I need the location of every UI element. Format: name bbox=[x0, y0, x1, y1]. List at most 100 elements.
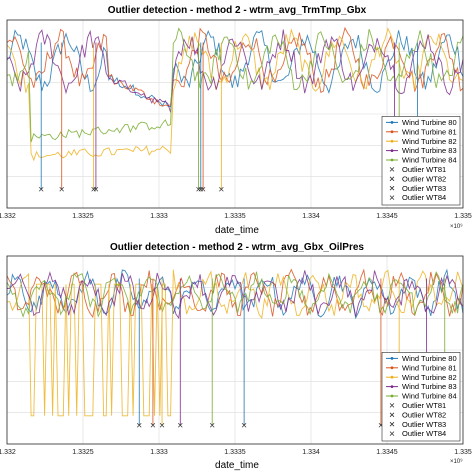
legend-label: Outlier WT81 bbox=[402, 401, 446, 410]
legend-label: Wind Turbine 82 bbox=[402, 137, 457, 146]
legend-item: Wind Turbine 80 bbox=[386, 354, 457, 363]
chart-top-x-tick-label: 1.3335 bbox=[224, 213, 246, 220]
chart-bottom-x-tick-label: 1.332 bbox=[0, 449, 16, 456]
chart-bottom-x-label: date_time bbox=[215, 460, 259, 471]
legend-x-swatch bbox=[389, 431, 395, 436]
chart-top-outlier-marker bbox=[200, 186, 206, 192]
legend-label: Outlier WT84 bbox=[402, 193, 446, 202]
legend-marker-swatch bbox=[390, 130, 394, 134]
chart-bottom-outlier-marker bbox=[136, 422, 142, 428]
legend-label: Wind Turbine 83 bbox=[402, 146, 457, 155]
legend-item: Outlier WT82 bbox=[389, 410, 446, 419]
legend-label: Wind Turbine 80 bbox=[402, 118, 457, 127]
legend-label: Wind Turbine 80 bbox=[402, 354, 457, 363]
legend-item: Outlier WT81 bbox=[389, 401, 446, 410]
legend-x-swatch bbox=[389, 176, 395, 182]
legend-item: Outlier WT83 bbox=[389, 420, 446, 429]
chart-top-title: Outlier detection - method 2 - wtrm_avg_… bbox=[108, 5, 367, 16]
series-line-wind-turbine-84 bbox=[6, 27, 464, 143]
legend-item: Wind Turbine 81 bbox=[386, 127, 457, 136]
series-line-wind-turbine-83 bbox=[6, 270, 464, 320]
legend-item: Wind Turbine 81 bbox=[386, 363, 457, 372]
series-line-wind-turbine-84 bbox=[6, 270, 464, 318]
chart-bottom-x-tick-label: 1.335 bbox=[454, 449, 472, 456]
legend-x-swatch bbox=[389, 185, 395, 191]
legend-item: Outlier WT83 bbox=[389, 184, 446, 193]
series-line-wind-turbine-82 bbox=[6, 27, 464, 162]
chart-top-x-tick-label: 1.333 bbox=[150, 213, 168, 220]
legend-item: Outlier WT84 bbox=[389, 429, 446, 438]
chart-bottom-x-ticks: 1.332 1.3325 1.333 1.3335 1.334 1.3345 1.335 bbox=[0, 449, 472, 456]
legend-item: Outlier WT82 bbox=[389, 174, 446, 183]
chart-bottom-outlier-marker bbox=[159, 422, 165, 428]
chart-top-x-label: date_time bbox=[215, 225, 259, 236]
chart-bottom-x-tick-label: 1.3345 bbox=[376, 449, 398, 456]
series-line-wind-turbine-83 bbox=[6, 29, 464, 113]
legend-label: Outlier WT83 bbox=[402, 420, 446, 429]
legend-marker-swatch bbox=[390, 149, 394, 153]
legend-x-swatch bbox=[389, 167, 395, 172]
chart-top-series bbox=[6, 26, 464, 192]
chart-bottom: Outlier detection - method 2 - wtrm_avg_… bbox=[0, 242, 472, 471]
chart-bottom-outlier-marker bbox=[178, 422, 183, 428]
legend-label: Wind Turbine 84 bbox=[402, 156, 457, 165]
legend-label: Wind Turbine 84 bbox=[402, 392, 457, 401]
legend-item: Outlier WT81 bbox=[389, 165, 446, 174]
chart-top: Outlier detection - method 2 - wtrm_avg_… bbox=[0, 5, 472, 236]
legend-item: Wind Turbine 82 bbox=[386, 137, 457, 146]
legend-item: Wind Turbine 84 bbox=[386, 156, 457, 165]
legend-label: Outlier WT82 bbox=[402, 410, 446, 419]
chart-top-axes-box bbox=[6, 19, 464, 209]
legend-label: Outlier WT84 bbox=[402, 429, 446, 438]
legend-x-swatch bbox=[389, 403, 395, 408]
chart-bottom-axes-box bbox=[6, 255, 464, 445]
chart-bottom-series bbox=[6, 268, 464, 428]
legend-marker-swatch bbox=[390, 366, 394, 370]
legend-marker-swatch bbox=[390, 121, 394, 124]
legend-label: Wind Turbine 81 bbox=[402, 363, 457, 372]
legend-marker-swatch bbox=[390, 139, 394, 143]
legend-x-swatch bbox=[389, 421, 395, 427]
legend-x-swatch bbox=[389, 195, 395, 200]
legend-item: Outlier WT84 bbox=[389, 193, 446, 202]
chart-bottom-outlier-marker bbox=[150, 422, 156, 428]
legend-marker-swatch bbox=[390, 375, 394, 379]
chart-bottom-title: Outlier detection - method 2 - wtrm_avg_… bbox=[110, 242, 364, 253]
chart-top-x-exponent: ×10⁹ bbox=[450, 223, 463, 230]
chart-top-outlier-marker bbox=[59, 186, 64, 192]
legend-marker-swatch bbox=[390, 394, 394, 398]
legend-x-swatch bbox=[389, 412, 395, 418]
chart-top-outlier-marker bbox=[219, 186, 224, 192]
series-line-wind-turbine-81 bbox=[6, 268, 464, 319]
legend-label: Outlier WT82 bbox=[402, 174, 446, 183]
legend-label: Outlier WT81 bbox=[402, 165, 446, 174]
legend-item: Wind Turbine 83 bbox=[386, 146, 457, 155]
legend-item: Wind Turbine 80 bbox=[386, 118, 457, 127]
chart-bottom-x-tick-label: 1.3325 bbox=[72, 449, 94, 456]
legend-marker-swatch bbox=[390, 158, 394, 162]
chart-top-x-tick-label: 1.3345 bbox=[376, 213, 398, 220]
chart-top-outlier-marker bbox=[93, 186, 99, 192]
chart-bottom-x-tick-label: 1.334 bbox=[302, 449, 320, 456]
chart-top-legend-box bbox=[381, 116, 461, 206]
legend-label: Wind Turbine 81 bbox=[402, 127, 457, 136]
legend-item: Wind Turbine 82 bbox=[386, 373, 457, 382]
chart-bottom-legend-box bbox=[381, 352, 461, 442]
chart-bottom-x-exponent: ×10⁹ bbox=[450, 458, 463, 465]
chart-top-outlier-marker bbox=[38, 186, 44, 192]
chart-top-x-ticks: 1.332 1.3325 1.333 1.3335 1.334 1.3345 1.335 bbox=[0, 213, 472, 220]
chart-top-x-tick-label: 1.3325 bbox=[72, 213, 94, 220]
chart-bottom-outlier-marker bbox=[209, 422, 215, 428]
legend-label: Outlier WT83 bbox=[402, 184, 446, 193]
legend-item: Wind Turbine 84 bbox=[386, 392, 457, 401]
chart-top-x-tick-label: 1.334 bbox=[302, 213, 320, 220]
chart-bottom-outlier-marker bbox=[241, 422, 247, 428]
chart-bottom-x-tick-label: 1.333 bbox=[150, 449, 168, 456]
legend-marker-swatch bbox=[390, 385, 394, 388]
legend-label: Wind Turbine 83 bbox=[402, 382, 457, 391]
legend-item: Wind Turbine 83 bbox=[386, 382, 457, 391]
chart-bottom-x-tick-label: 1.3335 bbox=[224, 449, 246, 456]
